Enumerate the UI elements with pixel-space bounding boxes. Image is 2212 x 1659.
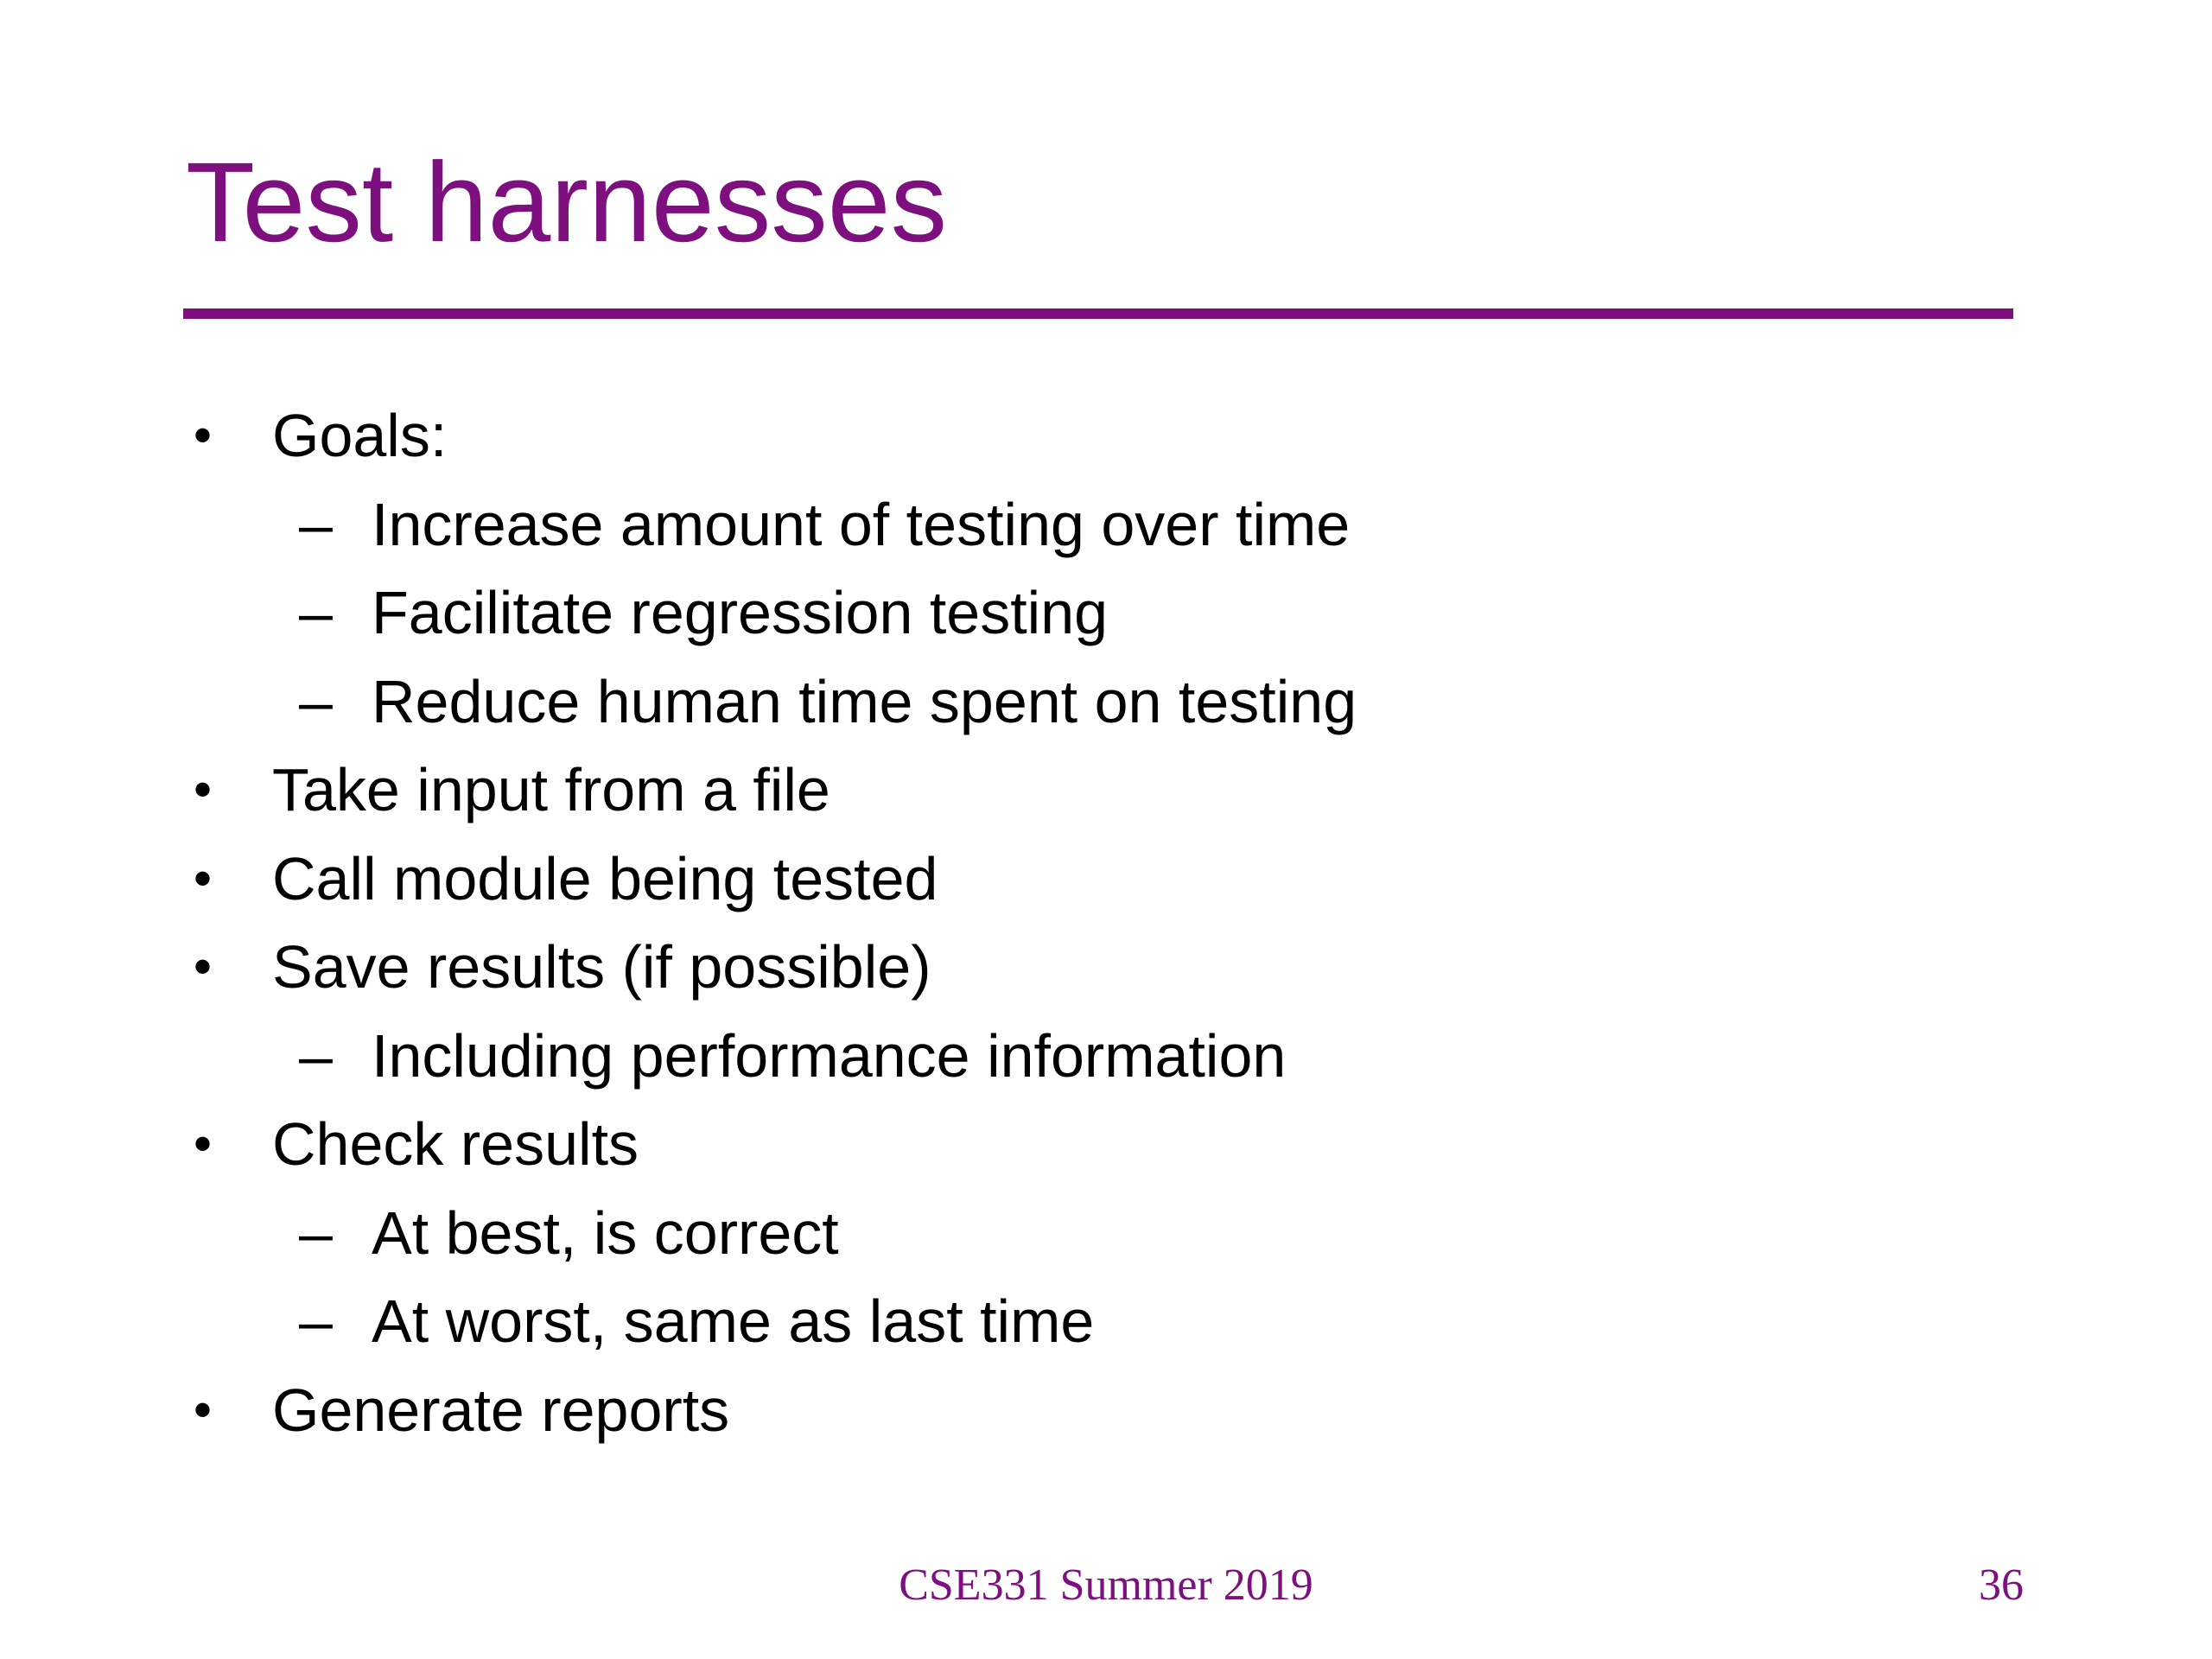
page-number: 36 <box>1979 1560 2024 1610</box>
bullet-item: • Take input from a file <box>0 746 2212 835</box>
bullet-text: Generate reports <box>272 1376 730 1444</box>
dash-marker: – <box>299 667 333 735</box>
bullet-text: Check results <box>272 1110 639 1179</box>
sub-bullet-text: At best, is correct <box>372 1198 839 1267</box>
bullet-marker: • <box>194 1380 213 1439</box>
bullet-text: Goals: <box>272 402 448 470</box>
sub-bullet-text: Reduce human time spent on testing <box>372 667 1357 735</box>
dash-marker: – <box>299 490 333 558</box>
bullet-marker: • <box>194 1115 213 1173</box>
bullet-list: • Goals: – Increase amount of testing ov… <box>0 391 2212 1454</box>
footer-course-label: CSE331 Summer 2019 <box>899 1560 1313 1610</box>
bullet-text: Save results (if possible) <box>272 933 931 1001</box>
bullet-marker: • <box>194 938 213 996</box>
bullet-item: • Call module being tested <box>0 835 2212 924</box>
dash-marker: – <box>299 1198 333 1267</box>
sub-bullet-text: At worst, same as last time <box>372 1287 1095 1356</box>
sub-bullet-item: – Facilitate regression testing <box>0 569 2212 658</box>
bullet-marker: • <box>194 760 213 819</box>
bullet-item: • Check results <box>0 1100 2212 1189</box>
sub-bullet-text: Including performance information <box>372 1021 1287 1090</box>
sub-bullet-item: – At best, is correct <box>0 1189 2212 1278</box>
sub-bullet-item: – Increase amount of testing over time <box>0 480 2212 569</box>
bullet-item: • Generate reports <box>0 1366 2212 1455</box>
dash-marker: – <box>299 579 333 647</box>
bullet-item: • Goals: <box>0 391 2212 480</box>
sub-bullet-text: Facilitate regression testing <box>372 579 1109 647</box>
sub-bullet-item: – Reduce human time spent on testing <box>0 658 2212 747</box>
dash-marker: – <box>299 1021 333 1090</box>
bullet-item: • Save results (if possible) <box>0 923 2212 1012</box>
bullet-marker: • <box>194 849 213 907</box>
sub-bullet-text: Increase amount of testing over time <box>372 490 1351 558</box>
sub-bullet-item: – Including performance information <box>0 1012 2212 1101</box>
sub-bullet-item: – At worst, same as last time <box>0 1277 2212 1366</box>
bullet-text: Call module being tested <box>272 844 938 912</box>
page-title: Test harnesses <box>186 138 948 265</box>
bullet-marker: • <box>194 406 213 465</box>
dash-marker: – <box>299 1287 333 1356</box>
bullet-text: Take input from a file <box>272 756 830 824</box>
title-underline <box>183 308 2013 319</box>
